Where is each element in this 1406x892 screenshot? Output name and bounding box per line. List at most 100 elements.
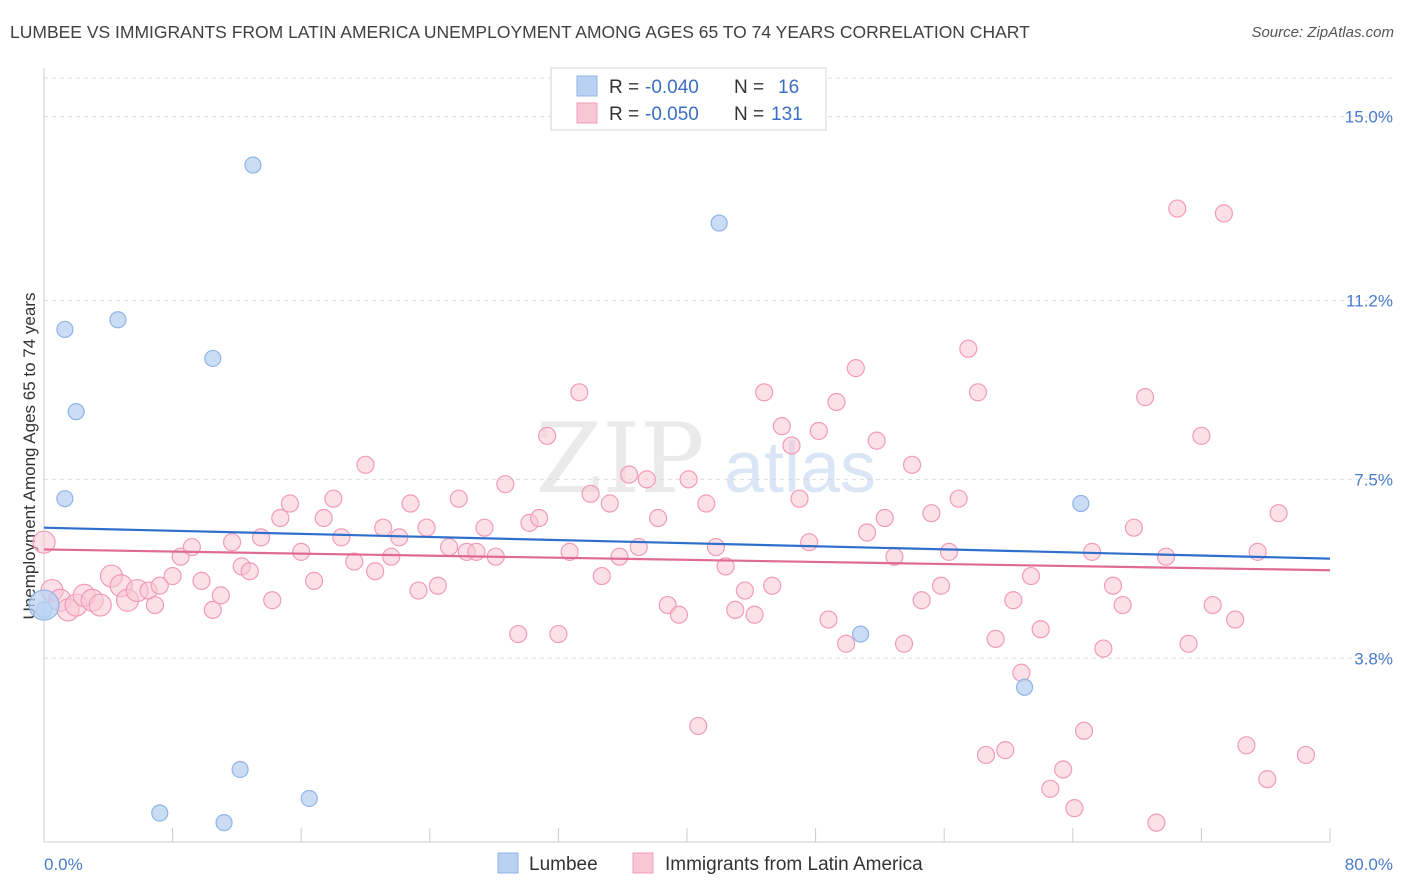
legend-n-value-2: 131: [771, 104, 803, 125]
lumbee-point: [204, 349, 222, 368]
immigrants-point: [366, 562, 385, 581]
immigrants-point: [1179, 634, 1198, 653]
x-tick-label-max: 80.0%: [1345, 855, 1393, 874]
immigrants-point: [240, 562, 259, 581]
immigrants-point: [745, 605, 764, 624]
correlation-legend: R = -0.040 N = 16 R = -0.050 N = 131: [550, 67, 827, 131]
immigrants-point: [382, 547, 401, 566]
lumbee-point: [710, 214, 728, 232]
immigrants-point: [912, 591, 931, 610]
series-legend: Lumbee Immigrants from Latin America: [497, 852, 923, 875]
immigrants-point: [88, 593, 112, 617]
immigrants-point: [1094, 639, 1113, 658]
immigrants-point: [292, 542, 311, 561]
immigrants-point: [192, 571, 211, 590]
immigrants-point: [538, 426, 557, 445]
immigrants-point: [1004, 591, 1023, 610]
legend-n-label-2: N =: [734, 104, 764, 125]
immigrants-point: [1012, 663, 1031, 682]
immigrants-point: [819, 610, 838, 629]
immigrants-point: [837, 634, 856, 653]
immigrants-point: [1054, 760, 1073, 779]
bottom-legend-swatch-lumbee: [497, 852, 519, 874]
immigrants-point: [530, 508, 549, 528]
immigrants-point: [894, 634, 914, 653]
immigrants-point: [304, 571, 324, 590]
immigrants-point: [931, 576, 951, 595]
immigrants-point: [280, 494, 300, 513]
immigrants-point: [163, 566, 182, 586]
immigrants-point: [976, 745, 996, 765]
immigrants-point: [417, 518, 436, 537]
immigrants-point: [570, 383, 589, 402]
immigrants-point: [939, 542, 959, 561]
immigrants-point: [263, 591, 282, 610]
immigrants-point: [1203, 595, 1222, 615]
immigrants-point: [356, 455, 375, 474]
immigrants-point: [475, 518, 494, 537]
legend-r-label-1: R =: [609, 77, 639, 98]
immigrants-point: [1103, 576, 1123, 595]
immigrants-point: [689, 716, 708, 736]
immigrants-point: [763, 576, 782, 595]
immigrants-point: [697, 494, 716, 513]
legend-r-value-2: -0.050: [645, 104, 699, 125]
immigrants-point: [32, 530, 56, 554]
immigrants-point: [1296, 745, 1315, 765]
immigrants-point: [150, 576, 169, 595]
immigrants-point: [211, 586, 230, 605]
immigrants-point: [1192, 426, 1211, 445]
chart-title: LUMBEE VS IMMIGRANTS FROM LATIN AMERICA …: [10, 22, 1030, 42]
watermark-zip: ZIP: [535, 403, 704, 515]
lumbee-point: [1015, 678, 1034, 696]
lumbee-point: [28, 589, 60, 621]
lumbee-point: [852, 625, 870, 643]
chart-source: Source: ZipAtlas.com: [1251, 24, 1394, 41]
trend-lines: [43, 526, 1331, 572]
immigrants-point: [846, 359, 865, 378]
immigrants-point: [428, 576, 447, 595]
immigrants-point: [716, 557, 735, 576]
x-tick-label-min: 0.0%: [44, 855, 83, 874]
immigrants-point: [345, 552, 364, 571]
legend-n-value-1: 16: [778, 77, 799, 98]
immigrants-point: [706, 537, 726, 557]
bottom-legend-immigrants: Immigrants from Latin America: [665, 854, 923, 875]
immigrants-point: [560, 542, 579, 561]
lumbee-trend-line: [43, 526, 1331, 560]
immigrants-point: [1031, 620, 1050, 639]
legend-r-value-1: -0.040: [645, 77, 699, 98]
immigrants-point: [374, 518, 393, 537]
immigrants-point: [922, 504, 941, 523]
y-tick-label: 11.2%: [1346, 291, 1393, 310]
immigrants-point: [314, 508, 333, 528]
immigrants-point: [996, 741, 1015, 760]
immigrants-point: [1136, 388, 1155, 407]
immigrants-point: [726, 600, 745, 619]
immigrants-point: [449, 489, 468, 508]
immigrants-point: [637, 470, 656, 489]
immigrants-point: [968, 383, 988, 402]
immigrants-point: [679, 470, 698, 489]
immigrants-point: [1214, 204, 1234, 223]
lumbee-point: [151, 804, 169, 822]
immigrants-point: [648, 508, 668, 528]
immigrants-point: [251, 528, 271, 547]
immigrants-point: [755, 383, 774, 402]
immigrants-point: [1113, 595, 1132, 615]
lumbee-point: [56, 490, 74, 508]
immigrants-point: [790, 489, 809, 508]
immigrants-point: [600, 494, 619, 513]
immigrants-point: [782, 436, 801, 455]
immigrants-point: [467, 542, 486, 561]
lumbee-point: [244, 156, 262, 174]
immigrants-point: [1041, 779, 1060, 798]
bottom-legend-lumbee: Lumbee: [529, 854, 598, 875]
lumbee-point: [56, 320, 74, 339]
immigrants-point: [549, 624, 568, 644]
immigrants-point: [1156, 547, 1176, 566]
immigrants-point: [271, 508, 290, 528]
immigrants-point: [1258, 770, 1277, 789]
immigrants-point: [809, 421, 828, 441]
